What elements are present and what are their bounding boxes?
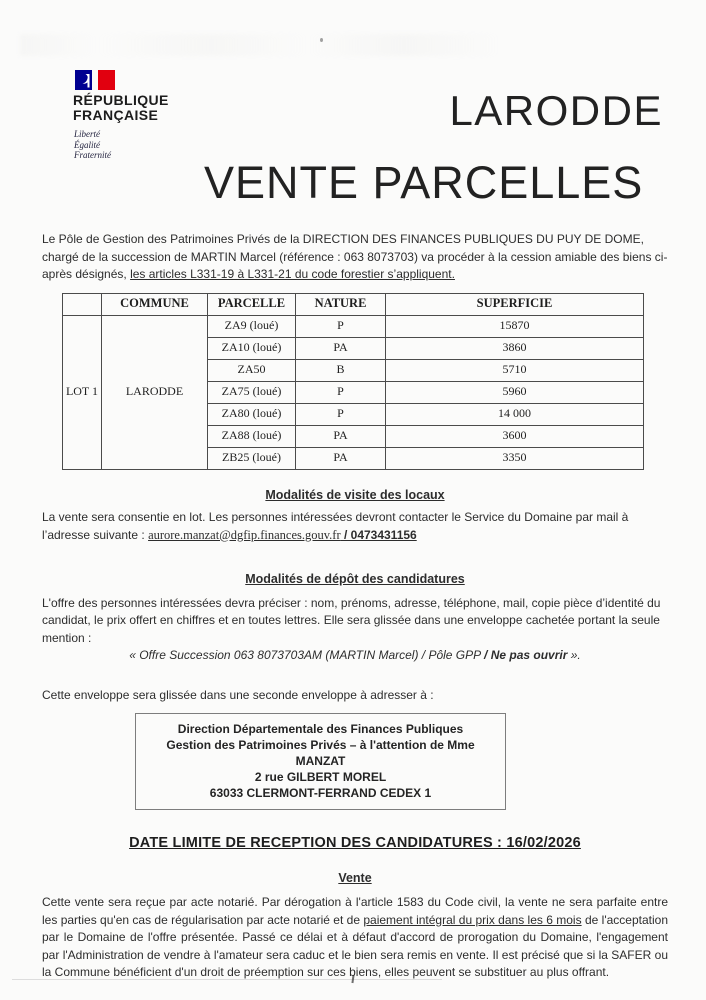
vente-underlined-text: paiement intégral du prix dans les 6 moi… (363, 912, 582, 927)
logo-text-line2: FRANÇAISE (73, 107, 159, 123)
intro-paragraph: Le Pôle de Gestion des Patrimoines Privé… (42, 231, 668, 284)
header-superficie: SUPERFICIE (385, 292, 644, 316)
french-flag-icon (75, 70, 115, 90)
parcelle-cell: ZA80 (loué) (207, 402, 296, 426)
table-row: LOT 1 LARODDE ZA9 (loué) P 15870 (62, 314, 644, 470)
commune-title: LARODDE (449, 87, 663, 134)
intro-underlined-text: les articles L331-19 à L331-21 du code f… (130, 267, 455, 281)
contact-phone: / 0473431156 (340, 527, 417, 542)
nature-cell: B (295, 358, 386, 382)
address-line: 2 rue GILBERT MOREL (254, 770, 387, 784)
vente-paragraph: Cette vente sera reçue par acte notarié.… (42, 894, 668, 982)
header-commune: COMMUNE (101, 292, 208, 316)
visite-paragraph: La vente sera consentie en lot. Les pers… (42, 509, 668, 544)
visite-text: La vente sera consentie en lot. Les pers… (42, 510, 629, 542)
address-line: Gestion des Patrimoines Privés – à l'att… (166, 738, 475, 768)
visite-heading: Modalités de visite des locaux (265, 487, 445, 502)
deadline-notice: DATE LIMITE DE RECEPTION DES CANDIDATURE… (129, 835, 581, 851)
superficie-cell: 3860 (385, 336, 644, 360)
mailing-address-box: Direction Départementale des Finances Pu… (135, 713, 506, 810)
mention-text: « Offre Succession 063 8073703AM (MARTIN… (129, 648, 485, 662)
lot-cell: LOT 1 (62, 314, 102, 470)
scan-speck (320, 38, 323, 42)
table-header-row: COMMUNE PARCELLE NATURE SUPERFICIE (62, 292, 644, 316)
parcelle-cell: ZA9 (loué) (207, 314, 296, 338)
logo-motto: Liberté Égalité Fraternité (74, 129, 169, 161)
superficie-cell: 3600 (385, 424, 644, 448)
parcelle-cell: ZA88 (loué) (207, 424, 296, 448)
parcelle-cell: ZA10 (loué) (207, 336, 296, 360)
table-row: ZB25 (loué) PA 3350 (63, 446, 644, 470)
document-body: Le Pôle de Gestion des Patrimoines Privé… (42, 231, 668, 982)
table-row: ZA88 (loué) PA 3600 (63, 424, 644, 448)
envelope-mention: « Offre Succession 063 8073703AM (MARTIN… (42, 647, 668, 665)
republique-francaise-logo: RÉPUBLIQUE FRANÇAISE Liberté Égalité Fra… (73, 70, 169, 161)
nature-cell: PA (295, 336, 386, 360)
nature-cell: PA (295, 446, 386, 470)
mention-bold-text: / Ne pas ouvrir (484, 648, 568, 662)
intro-text: Le Pôle de Gestion des Patrimoines Privé… (42, 232, 668, 281)
scan-smudge (20, 34, 660, 56)
vente-text: Cette vente sera reçue par acte notarié.… (42, 895, 668, 927)
depot-paragraph: L'offre des personnes intéressées devra … (42, 595, 661, 645)
nature-cell: P (295, 402, 386, 426)
header-nature: NATURE (295, 292, 386, 316)
superficie-cell: 3350 (385, 446, 644, 470)
superficie-cell: 5960 (385, 380, 644, 404)
depot-heading: Modalités de dépôt des candidatures (245, 572, 465, 586)
nature-cell: PA (295, 424, 386, 448)
address-line: Direction Départementale des Finances Pu… (177, 722, 464, 736)
parcels-table: COMMUNE PARCELLE NATURE SUPERFICIE LOT 1… (62, 292, 644, 470)
contact-email: aurore.manzat@dgfip.finances.gouv.fr (148, 527, 341, 542)
nature-cell: P (295, 380, 386, 404)
commune-cell: LARODDE (101, 314, 208, 470)
table-row: ZA80 (loué) P 14 000 (63, 402, 644, 426)
table-row: ZA75 (loué) P 5960 (63, 380, 644, 404)
parcelle-cell: ZB25 (loué) (207, 446, 296, 470)
header-lot (62, 292, 102, 316)
logo-text-line1: RÉPUBLIQUE (73, 92, 169, 108)
nature-cell: P (295, 314, 386, 338)
superficie-cell: 14 000 (385, 402, 644, 426)
superficie-cell: 5710 (385, 358, 644, 382)
superficie-cell: 15870 (385, 314, 644, 338)
second-envelope-paragraph: Cette enveloppe sera glissée dans une se… (42, 687, 434, 702)
parcelle-cell: ZA50 (207, 358, 296, 382)
document-title: VENTE PARCELLES (204, 157, 644, 208)
vente-text-end: de l'acceptation par le Domaine de l'off… (42, 912, 668, 980)
motto-egalite: Égalité (74, 139, 100, 150)
address-line: 63033 CLERMONT-FERRAND CEDEX 1 (209, 786, 432, 800)
header-parcelle: PARCELLE (207, 292, 296, 316)
vente-heading: Vente (338, 870, 372, 885)
motto-liberte: Liberté (74, 129, 100, 139)
motto-fraternite: Fraternité (74, 150, 111, 160)
parcelle-cell: ZA75 (loué) (207, 380, 296, 404)
mention-end: ». (567, 648, 581, 662)
